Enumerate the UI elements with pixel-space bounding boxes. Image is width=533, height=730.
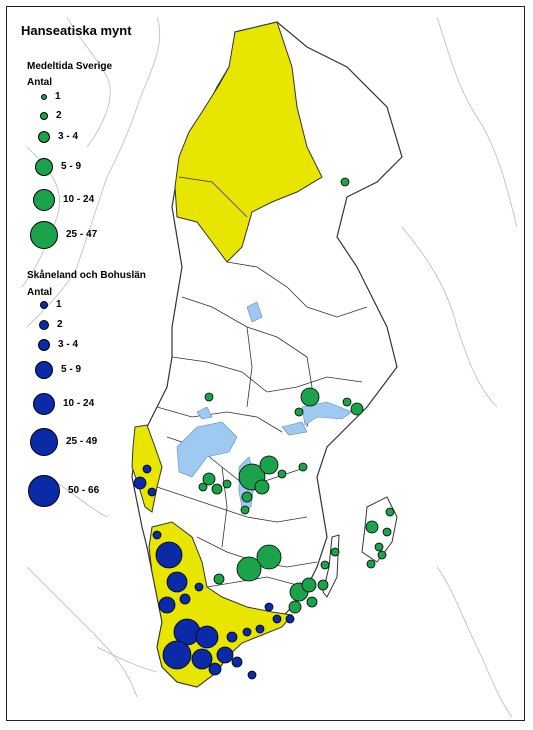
province-borders <box>156 176 368 588</box>
map-canvas <box>21 16 518 718</box>
symbol-sweden <box>236 556 262 582</box>
legend-class-label: 1 <box>55 91 61 102</box>
symbol-skane <box>133 476 147 490</box>
symbol-skane <box>231 656 243 668</box>
symbol-sweden <box>301 577 317 593</box>
symbol-skane <box>272 614 282 624</box>
symbol-sweden <box>306 596 318 608</box>
symbol-skane <box>179 593 191 605</box>
symbol-skane <box>255 624 265 634</box>
legend-symbol <box>35 361 53 379</box>
symbol-sweden <box>340 177 350 187</box>
lake-hjalmaren <box>281 421 308 436</box>
symbol-sweden <box>241 491 253 503</box>
symbols-skane <box>133 464 295 680</box>
symbol-sweden <box>240 505 250 515</box>
legend-symbol <box>30 221 58 249</box>
legend-symbol <box>39 320 49 330</box>
symbol-sweden <box>374 542 384 552</box>
symbol-skane <box>242 627 252 637</box>
symbol-skane <box>166 571 188 593</box>
symbol-skane <box>155 541 183 569</box>
legend-symbol <box>40 112 48 120</box>
symbol-sweden <box>365 520 379 534</box>
lake-vanern <box>176 421 238 478</box>
legend-class-label: 25 - 49 <box>66 436 98 447</box>
legend-class-label: 2 <box>57 319 63 330</box>
symbol-skane <box>142 464 152 474</box>
symbol-sweden <box>298 462 308 472</box>
symbol-skane <box>194 582 204 592</box>
legend-symbol <box>28 475 60 507</box>
symbol-skane <box>162 640 192 670</box>
legend-class-label: 1 <box>56 299 62 310</box>
legend-class-label: 25 - 47 <box>66 229 98 240</box>
lake-siljan <box>246 301 263 323</box>
symbol-sweden <box>277 469 287 479</box>
legend-class-label: 10 - 24 <box>63 194 95 205</box>
legend-class-label: 10 - 24 <box>63 398 95 409</box>
symbol-skane <box>264 602 274 612</box>
symbol-sweden <box>204 392 214 402</box>
symbol-skane <box>152 530 162 540</box>
legend-class-label: 3 - 4 <box>58 339 79 350</box>
symbol-sweden <box>330 547 340 557</box>
symbol-skane <box>191 648 213 670</box>
symbol-skane <box>226 631 238 643</box>
legend-symbol <box>41 94 47 100</box>
symbol-skane <box>147 487 157 497</box>
symbol-sweden <box>350 402 364 416</box>
symbol-sweden <box>198 482 208 492</box>
symbol-sweden <box>385 507 395 517</box>
symbol-skane <box>285 614 295 624</box>
legend-symbol <box>30 428 58 456</box>
symbol-sweden <box>213 573 225 585</box>
legend-symbol <box>33 189 55 211</box>
symbol-sweden <box>211 483 223 495</box>
legend-symbol <box>40 301 48 309</box>
symbol-skane <box>216 646 234 664</box>
symbol-sweden <box>288 600 302 614</box>
lake-malaren <box>301 401 353 426</box>
legend-antal-label: Antal <box>27 77 52 88</box>
legend-class-label: 5 - 9 <box>61 364 82 375</box>
symbol-skane <box>247 670 257 680</box>
symbol-sweden <box>300 387 320 407</box>
legend-symbol <box>35 158 53 176</box>
legend-symbol <box>38 339 50 351</box>
legend-class-label: 50 - 66 <box>68 485 100 496</box>
symbol-sweden <box>382 527 392 537</box>
symbol-skane <box>208 662 222 676</box>
legend-class-label: 2 <box>56 110 62 121</box>
symbol-sweden <box>320 560 330 570</box>
symbol-skane <box>158 596 176 614</box>
symbol-sweden <box>254 479 270 495</box>
legend-symbol <box>38 131 50 143</box>
symbols-sweden <box>198 177 395 614</box>
legend-group-title: Medeltida Sverige <box>27 61 113 72</box>
symbol-sweden <box>259 455 279 475</box>
symbol-sweden <box>202 472 216 486</box>
symbol-sweden <box>342 397 352 407</box>
lake-small <box>196 406 213 420</box>
legend-class-label: 5 - 9 <box>61 161 82 172</box>
map-frame: Hanseatiska mynt Medeltida Sverige Antal 1… <box>6 6 525 721</box>
legend-class-label: 3 - 4 <box>58 131 79 142</box>
symbol-sweden <box>366 559 376 569</box>
symbol-sweden <box>256 544 282 570</box>
symbol-sweden <box>377 550 387 560</box>
map-title: Hanseatiska mynt <box>21 23 132 38</box>
legend-symbol <box>33 393 55 415</box>
legend-group-title: Skåneland och Bohuslän <box>27 270 146 281</box>
symbol-skane <box>195 625 219 649</box>
symbol-sweden <box>317 579 329 591</box>
symbol-sweden <box>294 407 304 417</box>
legend-antal-label: Antal <box>27 287 52 298</box>
symbol-sweden <box>222 479 232 489</box>
